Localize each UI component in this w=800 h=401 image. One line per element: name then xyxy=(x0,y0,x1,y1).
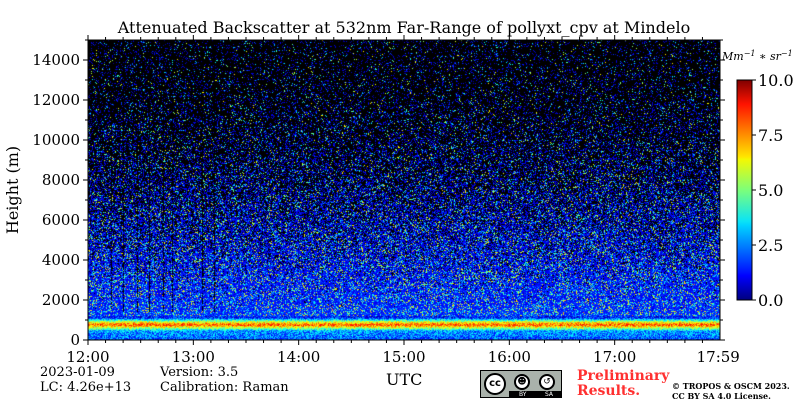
backscatter-raster xyxy=(88,40,720,340)
footer-lc: LC: 4.26e+13 xyxy=(40,380,132,395)
x-axis-label: UTC xyxy=(386,370,423,389)
y-tick-label: 2000 xyxy=(42,291,80,309)
cc-sa-label: SA xyxy=(545,391,554,398)
y-tick-label: 6000 xyxy=(42,211,80,229)
y-tick-label: 8000 xyxy=(42,171,80,189)
y-tick-label: 10000 xyxy=(32,131,80,149)
y-tick-label: 4000 xyxy=(42,251,80,269)
preliminary-notice: Preliminary Results. xyxy=(577,369,669,399)
x-tick-label: 14:00 xyxy=(277,348,320,366)
footer-version: Version: 3.5 xyxy=(160,365,239,380)
heatmap xyxy=(88,40,720,340)
y-axis-label: Height (m) xyxy=(3,146,22,234)
cc-badge-strip: BY SA xyxy=(509,391,561,398)
x-tick-label: 16:00 xyxy=(488,348,531,366)
cc-license-badge: cc ☻ ↺ BY SA xyxy=(480,370,562,398)
cc-icon: cc xyxy=(484,373,506,395)
x-tick-label: 17:00 xyxy=(593,348,636,366)
colorbar-tick-label: 10.0 xyxy=(758,71,794,90)
x-tick-label: 15:00 xyxy=(382,348,425,366)
y-axis: 0 2000 4000 6000 8000 10000 12000 14000 xyxy=(32,39,725,349)
x-tick-label: 12:00 xyxy=(66,348,109,366)
footer-calibration: Calibration: Raman xyxy=(160,380,289,395)
preliminary-line-2: Results. xyxy=(577,383,641,399)
footer-date: 2023-01-09 xyxy=(40,365,115,380)
colorbar-tick-label: 5.0 xyxy=(758,181,783,200)
x-axis: 12:00 13:00 14:00 15:00 16:00 17:00 17:59 xyxy=(66,35,740,366)
chart-title: Attenuated Backscatter at 532nm Far-Rang… xyxy=(117,18,690,37)
y-tick-label: 12000 xyxy=(32,91,80,109)
colorbar-tick-label: 7.5 xyxy=(758,126,783,145)
colorbar: Mm−1 ∗ sr−1 0.0 2.5 5.0 7.5 10.0 xyxy=(721,49,794,311)
colorbar-unit-label: Mm−1 ∗ sr−1 xyxy=(721,49,793,64)
colorbar-tick-label: 0.0 xyxy=(758,291,783,310)
copyright-line-1: © TROPOS & OSCM 2023. xyxy=(672,381,790,391)
colorbar-tick-label: 2.5 xyxy=(758,236,783,255)
preliminary-line-1: Preliminary xyxy=(577,368,670,384)
y-tick-label: 14000 xyxy=(32,51,80,69)
cc-by-label: BY xyxy=(519,391,527,398)
y-tick-label: 0 xyxy=(70,331,80,349)
copyright-notice: © TROPOS & OSCM 2023. CC BY SA 4.0 Licen… xyxy=(672,381,790,401)
x-tick-label: 17:59 xyxy=(697,348,740,366)
colorbar-ticks: 0.0 2.5 5.0 7.5 10.0 xyxy=(752,71,794,310)
attribution-person-icon: ☻ xyxy=(514,374,530,390)
copyright-line-2: CC BY SA 4.0 License. xyxy=(672,391,771,401)
x-tick-label: 13:00 xyxy=(172,348,215,366)
share-alike-icon: ↺ xyxy=(539,374,555,390)
colorbar-gradient xyxy=(736,79,753,301)
